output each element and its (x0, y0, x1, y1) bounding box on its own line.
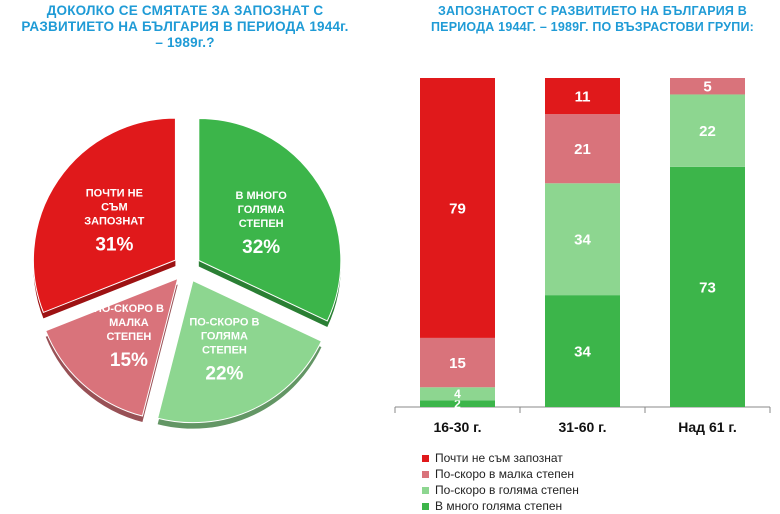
bar-data-label: 34 (574, 343, 591, 360)
pie-slice-почти-не-съм-запознат-label: ПОЧТИ НЕ (86, 188, 143, 200)
pie-slice-почти-не-съм-запознат-value: 31% (95, 235, 133, 256)
pie-slice-в-много-голяма-степен-label: ГОЛЯМА (238, 204, 285, 216)
legend-label: В много голяма степен (435, 499, 563, 513)
bar-chart-legend: Почти не съм запознат По-скоро в малка ст… (422, 450, 579, 514)
bar-segment-по-скоро-в-малка-степен (670, 78, 745, 95)
pie-slice-по-скоро-в-голяма-степен-label: ПО-СКОРО В (189, 316, 259, 328)
legend-label: По-скоро в голяма степен (435, 483, 579, 497)
bar-segment-по-скоро-в-малка-степен (420, 337, 495, 388)
bar-segment-по-скоро-в-голяма-степен (670, 94, 745, 167)
bar-segment-в-много-голяма-степен (670, 166, 745, 407)
pie-slice-по-скоро-в-малка-степен-value: 15% (110, 350, 148, 371)
bar-data-label: 21 (574, 141, 591, 158)
legend-swatch (422, 454, 429, 462)
bar-segment-почти-не-съм-запознат (545, 78, 620, 115)
x-tick-label: 31-60 г. (558, 419, 606, 435)
bar-data-label: 15 (449, 355, 466, 372)
bar-segment-по-скоро-в-голяма-степен (545, 183, 620, 296)
legend-swatch (422, 470, 429, 478)
bar-chart-title: ЗАПОЗНАТОСТ С РАЗВИТИЕТО НА БЪЛГАРИЯ В П… (430, 4, 755, 34)
bar-data-label: 34 (574, 232, 591, 249)
pie-slice-в-много-голяма-степен-label: В МНОГО (236, 190, 288, 202)
pie-slice-по-скоро-в-малка-степен-label: МАЛКА (109, 317, 149, 329)
legend-item-почти-не-съм-запознат: Почти не съм запознат (422, 450, 579, 466)
pie-slice-в-много-голяма-степен-value: 32% (242, 237, 280, 258)
pie-slice-по-скоро-в-голяма-степен-label: ГОЛЯМА (201, 330, 248, 342)
pie-slice-по-скоро-в-голяма-степен (157, 279, 323, 424)
pie-slice-по-скоро-в-голяма-степен-label: СТЕПЕН (202, 344, 247, 356)
bar-segment-по-скоро-в-малка-степен (545, 114, 620, 184)
bar-data-label: 2 (454, 397, 461, 411)
legend-swatch (422, 502, 429, 510)
legend-item-в-много-голяма-степен: В много голяма степен (422, 498, 579, 514)
pie-slice-по-скоро-в-малка-степен-label: СТЕПЕН (106, 331, 151, 343)
bar-data-label: 5 (703, 79, 711, 96)
bar-data-label: 79 (449, 200, 466, 217)
pie-slice-по-скоро-в-малка-степен (45, 277, 179, 417)
bar-segment-по-скоро-в-голяма-степен (420, 387, 495, 401)
legend-item-по-скоро-в-голяма-степен: По-скоро в голяма степен (422, 482, 579, 498)
bar-segment-в-много-голяма-степен (420, 400, 495, 407)
bar-data-label: 11 (575, 88, 591, 105)
bar-segment-в-много-голяма-степен (545, 295, 620, 407)
pie-slice-почти-не-съм-запознат (32, 117, 176, 314)
x-tick-label: Над 61 г. (678, 419, 736, 435)
bar-data-label: 73 (699, 279, 716, 296)
bar-data-label: 22 (699, 123, 716, 140)
legend-item-по-скоро-в-малка-степен: По-скоро в малка степен (422, 466, 579, 482)
pie-slice-в-много-голяма-степен-label: СТЕПЕН (239, 218, 284, 230)
bar-segment-почти-не-съм-запознат (420, 78, 495, 338)
legend-swatch (422, 486, 429, 494)
pie-slice-почти-не-съм-запознат-label: ЗАПОЗНАТ (84, 216, 144, 228)
legend-label: По-скоро в малка степен (435, 467, 575, 481)
bar-data-label: 4 (454, 387, 461, 401)
pie-slice-по-скоро-в-малка-степен-label: ПО-СКОРО В (94, 303, 164, 315)
pie-slice-почти-не-съм-запознат-label: СЪМ (101, 202, 128, 214)
pie-slice-в-много-голяма-степен (198, 117, 342, 322)
legend-label: Почти не съм запознат (435, 451, 563, 465)
pie-chart-title: ДОКОЛКО СЕ СМЯТАТЕ ЗА ЗАПОЗНАТ С РАЗВИТИ… (21, 3, 349, 50)
pie-slice-по-скоро-в-голяма-степен-value: 22% (205, 363, 243, 384)
x-tick-label: 16-30 г. (433, 419, 481, 435)
